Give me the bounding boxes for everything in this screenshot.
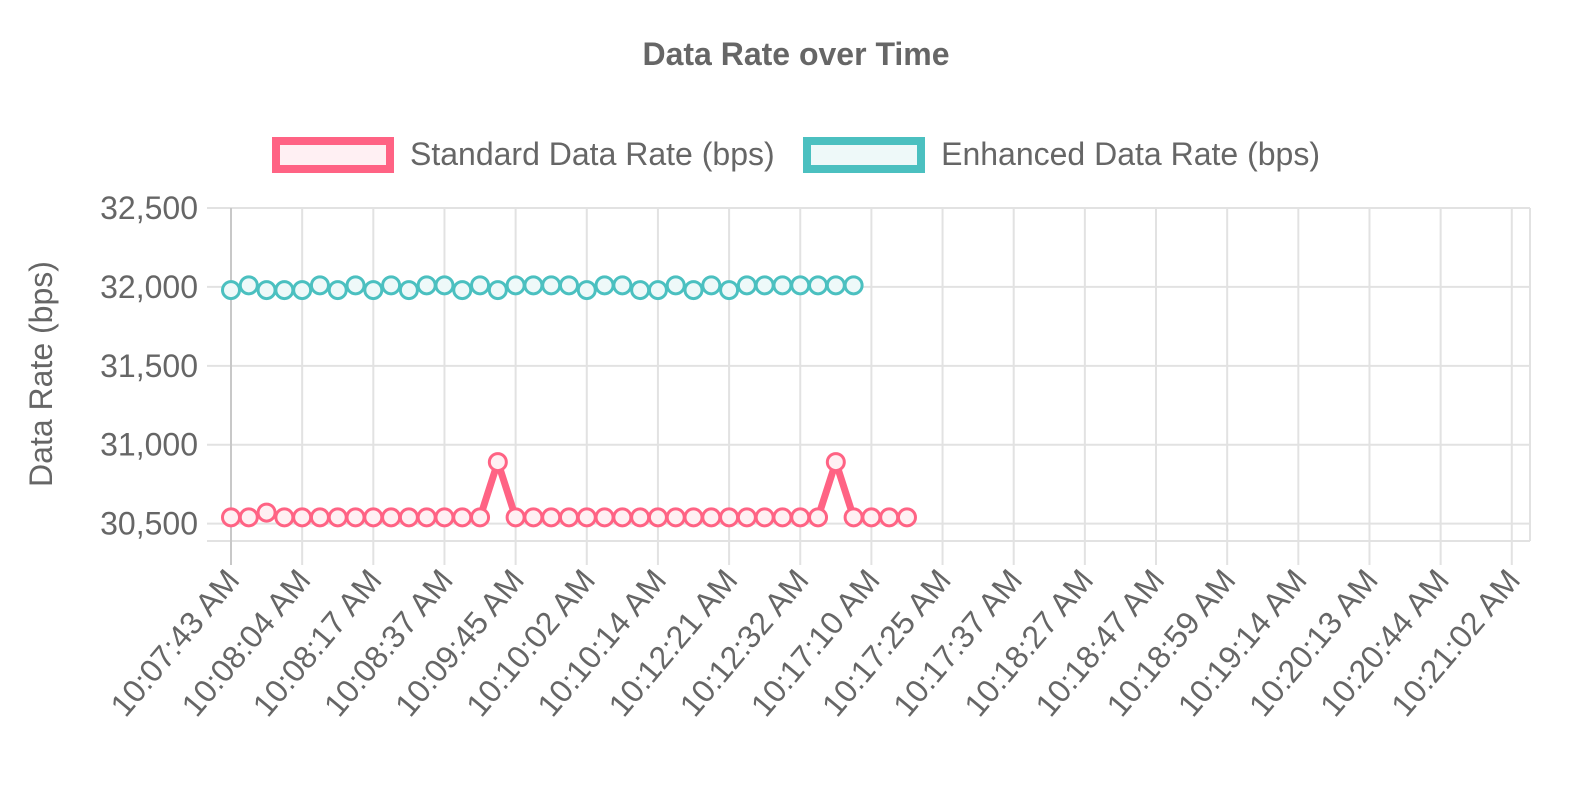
- data-point[interactable]: [630, 507, 651, 528]
- data-point[interactable]: [772, 507, 793, 528]
- y-tick-labels: 32,500 32,000 31,500 31,000 30,500: [100, 190, 198, 542]
- data-point[interactable]: [647, 507, 668, 528]
- data-point[interactable]: [381, 275, 402, 296]
- data-point[interactable]: [754, 275, 775, 296]
- data-point[interactable]: [576, 507, 597, 528]
- data-point[interactable]: [683, 507, 704, 528]
- data-point[interactable]: [452, 507, 473, 528]
- y-tick-label: 32,500: [100, 190, 198, 226]
- data-point[interactable]: [398, 280, 419, 301]
- data-point[interactable]: [719, 280, 740, 301]
- y-tick-label: 31,000: [100, 427, 198, 463]
- data-point[interactable]: [221, 280, 241, 301]
- data-point[interactable]: [505, 507, 526, 528]
- data-point[interactable]: [434, 507, 455, 528]
- data-point[interactable]: [754, 507, 775, 528]
- data-point[interactable]: [487, 452, 508, 473]
- data-point[interactable]: [523, 507, 544, 528]
- data-point[interactable]: [470, 275, 491, 296]
- data-point[interactable]: [256, 502, 277, 523]
- data-point[interactable]: [612, 507, 633, 528]
- data-point[interactable]: [576, 280, 597, 301]
- data-point[interactable]: [345, 507, 366, 528]
- data-point[interactable]: [505, 275, 526, 296]
- legend-item-enhanced[interactable]: Enhanced Data Rate (bps): [803, 136, 1320, 173]
- legend-item-standard[interactable]: Standard Data Rate (bps): [272, 136, 775, 173]
- data-point[interactable]: [594, 275, 615, 296]
- data-point[interactable]: [541, 507, 562, 528]
- data-point[interactable]: [274, 507, 295, 528]
- data-point[interactable]: [434, 275, 455, 296]
- data-point[interactable]: [558, 507, 579, 528]
- data-point[interactable]: [363, 507, 384, 528]
- data-point[interactable]: [825, 452, 846, 473]
- y-tick-label: 31,500: [100, 348, 198, 384]
- data-point[interactable]: [256, 280, 277, 301]
- data-point[interactable]: [345, 275, 366, 296]
- data-point[interactable]: [558, 275, 579, 296]
- data-point[interactable]: [238, 275, 259, 296]
- data-point[interactable]: [879, 507, 900, 528]
- data-point[interactable]: [381, 507, 402, 528]
- data-point[interactable]: [701, 275, 722, 296]
- data-point[interactable]: [292, 280, 313, 301]
- data-point[interactable]: [612, 275, 633, 296]
- legend-label-enhanced: Enhanced Data Rate (bps): [941, 136, 1320, 172]
- data-point[interactable]: [221, 507, 241, 528]
- y-tick-label: 30,500: [100, 506, 198, 542]
- data-point[interactable]: [719, 507, 740, 528]
- data-point[interactable]: [665, 275, 686, 296]
- data-point[interactable]: [523, 275, 544, 296]
- data-point[interactable]: [292, 507, 313, 528]
- y-axis-title: Data Rate (bps): [23, 261, 59, 487]
- data-point[interactable]: [825, 275, 846, 296]
- data-point[interactable]: [665, 507, 686, 528]
- data-point[interactable]: [487, 280, 508, 301]
- data-point[interactable]: [541, 275, 562, 296]
- legend: Standard Data Rate (bps) Enhanced Data R…: [0, 136, 1592, 173]
- data-point[interactable]: [701, 507, 722, 528]
- series-standard: [221, 452, 917, 528]
- data-point[interactable]: [736, 507, 757, 528]
- data-point[interactable]: [309, 275, 330, 296]
- data-point[interactable]: [327, 280, 348, 301]
- data-point[interactable]: [398, 507, 419, 528]
- data-point[interactable]: [416, 507, 437, 528]
- legend-swatch-standard: [272, 136, 394, 173]
- data-point[interactable]: [790, 507, 811, 528]
- series-enhanced: [221, 275, 864, 301]
- data-point[interactable]: [274, 280, 295, 301]
- y-tick-label: 32,000: [100, 269, 198, 305]
- data-point[interactable]: [843, 275, 864, 296]
- data-point[interactable]: [238, 507, 259, 528]
- data-point[interactable]: [843, 507, 864, 528]
- data-point[interactable]: [416, 275, 437, 296]
- data-point[interactable]: [452, 280, 473, 301]
- chart-title: Data Rate over Time: [642, 36, 950, 72]
- data-point[interactable]: [896, 507, 917, 528]
- data-point[interactable]: [772, 275, 793, 296]
- data-point[interactable]: [861, 507, 882, 528]
- data-point[interactable]: [363, 280, 384, 301]
- data-point[interactable]: [736, 275, 757, 296]
- data-point[interactable]: [594, 507, 615, 528]
- data-point[interactable]: [647, 280, 668, 301]
- series-layer: [221, 275, 917, 528]
- legend-label-standard: Standard Data Rate (bps): [410, 136, 775, 172]
- data-point[interactable]: [790, 275, 811, 296]
- data-point[interactable]: [309, 507, 330, 528]
- data-point[interactable]: [470, 507, 491, 528]
- data-point[interactable]: [683, 280, 704, 301]
- legend-swatch-enhanced: [803, 136, 926, 173]
- data-point[interactable]: [808, 275, 829, 296]
- data-point[interactable]: [327, 507, 348, 528]
- data-point[interactable]: [808, 507, 829, 528]
- data-point[interactable]: [630, 280, 651, 301]
